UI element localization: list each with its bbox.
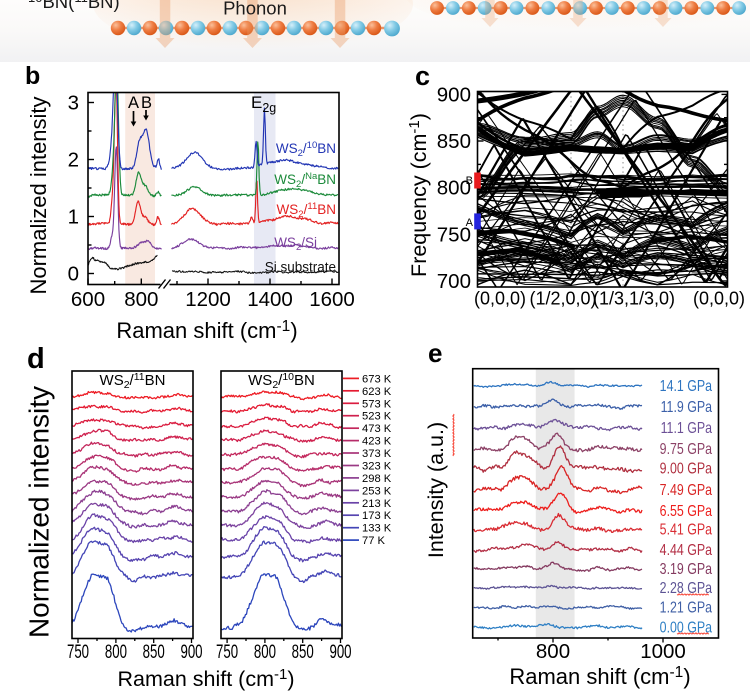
svg-text:Intensity (a.u.): Intensity (a.u.) bbox=[424, 422, 448, 558]
svg-text:373 K: 373 K bbox=[362, 448, 392, 460]
svg-text:423 K: 423 K bbox=[362, 436, 392, 448]
svg-text:473 K: 473 K bbox=[362, 423, 392, 435]
svg-text:WS2/10BN: WS2/10BN bbox=[276, 140, 336, 159]
svg-text:1.21 GPa: 1.21 GPa bbox=[660, 598, 712, 616]
svg-text:800: 800 bbox=[536, 640, 570, 663]
svg-text:WS2/Si: WS2/Si bbox=[274, 235, 317, 253]
svg-text:b: b bbox=[25, 62, 40, 90]
svg-text:253 K: 253 K bbox=[362, 485, 392, 497]
svg-text:323 K: 323 K bbox=[362, 461, 392, 473]
svg-text:c: c bbox=[415, 61, 430, 91]
svg-text:d: d bbox=[27, 343, 45, 375]
svg-text:900: 900 bbox=[437, 83, 471, 106]
svg-text:4.44 GPa: 4.44 GPa bbox=[660, 541, 712, 559]
svg-text:2: 2 bbox=[68, 149, 79, 172]
svg-text:213 K: 213 K bbox=[362, 498, 392, 510]
svg-text:900: 900 bbox=[329, 640, 351, 662]
svg-text:850: 850 bbox=[292, 640, 314, 662]
svg-text:WS2/11BN: WS2/11BN bbox=[100, 371, 166, 391]
svg-text:WS2/10BN: WS2/10BN bbox=[248, 371, 315, 391]
svg-text:173 K: 173 K bbox=[362, 510, 392, 522]
svg-text:Normalized intensity: Normalized intensity bbox=[26, 96, 51, 294]
svg-text:Raman shift (cm-1): Raman shift (cm-1) bbox=[509, 664, 690, 689]
svg-text:600: 600 bbox=[71, 288, 105, 311]
svg-text:0: 0 bbox=[68, 263, 79, 286]
svg-text:900: 900 bbox=[180, 640, 202, 662]
svg-text:800: 800 bbox=[437, 177, 471, 200]
svg-text:523 K: 523 K bbox=[362, 411, 392, 423]
svg-text:3.19 GPa: 3.19 GPa bbox=[660, 560, 712, 578]
svg-text:573 K: 573 K bbox=[362, 398, 392, 410]
svg-text:B: B bbox=[466, 175, 473, 187]
svg-text:WS2/NaBN: WS2/NaBN bbox=[274, 171, 336, 190]
svg-text:850: 850 bbox=[437, 130, 471, 153]
svg-text:2.28 GPa: 2.28 GPa bbox=[660, 579, 712, 597]
svg-text:750: 750 bbox=[67, 640, 89, 662]
svg-text:3: 3 bbox=[68, 92, 79, 115]
svg-text:5.41 GPa: 5.41 GPa bbox=[660, 520, 712, 538]
svg-text:0.00 GPa: 0.00 GPa bbox=[660, 618, 712, 636]
svg-text:Normalized intensity: Normalized intensity bbox=[24, 386, 55, 638]
svg-text:9.75 GPa: 9.75 GPa bbox=[660, 440, 712, 458]
svg-text:10BN(11BN): 10BN(11BN) bbox=[28, 0, 120, 12]
svg-text:Raman shift (cm-1): Raman shift (cm-1) bbox=[116, 318, 297, 343]
svg-text:1400: 1400 bbox=[247, 288, 293, 311]
svg-text:133 K: 133 K bbox=[362, 523, 392, 535]
svg-text:1: 1 bbox=[68, 206, 79, 229]
svg-text:77 K: 77 K bbox=[362, 535, 386, 547]
svg-text:11.9 GPa: 11.9 GPa bbox=[661, 398, 713, 416]
svg-text:B: B bbox=[141, 94, 152, 112]
svg-text:850: 850 bbox=[143, 640, 165, 662]
svg-text:623 K: 623 K bbox=[362, 386, 392, 398]
svg-text:1200: 1200 bbox=[185, 288, 231, 311]
svg-text:6.55 GPa: 6.55 GPa bbox=[660, 502, 712, 520]
svg-text:800: 800 bbox=[254, 640, 276, 662]
svg-text:700: 700 bbox=[437, 270, 471, 293]
svg-text:Si substrate: Si substrate bbox=[265, 260, 336, 275]
svg-text:Phonon: Phonon bbox=[223, 0, 287, 19]
svg-text:800: 800 bbox=[124, 288, 158, 311]
svg-text:14.1 GPa: 14.1 GPa bbox=[660, 377, 712, 395]
svg-text:9.00 GPa: 9.00 GPa bbox=[660, 459, 712, 477]
svg-text:800: 800 bbox=[105, 640, 127, 662]
svg-text:750: 750 bbox=[216, 640, 238, 662]
svg-text:1000: 1000 bbox=[640, 640, 686, 663]
svg-text:750: 750 bbox=[437, 223, 471, 246]
svg-text:Frequency (cm-1): Frequency (cm-1) bbox=[406, 113, 431, 277]
svg-text:A: A bbox=[466, 217, 474, 229]
svg-text:WS2/11BN: WS2/11BN bbox=[277, 201, 336, 220]
svg-text:e: e bbox=[428, 338, 442, 368]
svg-text:(0,0,0): (0,0,0) bbox=[693, 289, 745, 309]
svg-text:298 K: 298 K bbox=[362, 473, 392, 485]
svg-text:673 K: 673 K bbox=[362, 373, 392, 385]
svg-text:7.49 GPa: 7.49 GPa bbox=[660, 481, 712, 499]
svg-text:(1/3,1/3,0): (1/3,1/3,0) bbox=[593, 289, 675, 309]
svg-text:Raman shift (cm-1): Raman shift (cm-1) bbox=[117, 666, 294, 691]
svg-text:11.1 GPa: 11.1 GPa bbox=[661, 419, 713, 437]
svg-text:1600: 1600 bbox=[309, 288, 355, 311]
svg-text:(1/2,0,0): (1/2,0,0) bbox=[529, 289, 596, 309]
svg-text:A: A bbox=[128, 94, 139, 112]
svg-text:(0,0,0): (0,0,0) bbox=[474, 289, 526, 309]
